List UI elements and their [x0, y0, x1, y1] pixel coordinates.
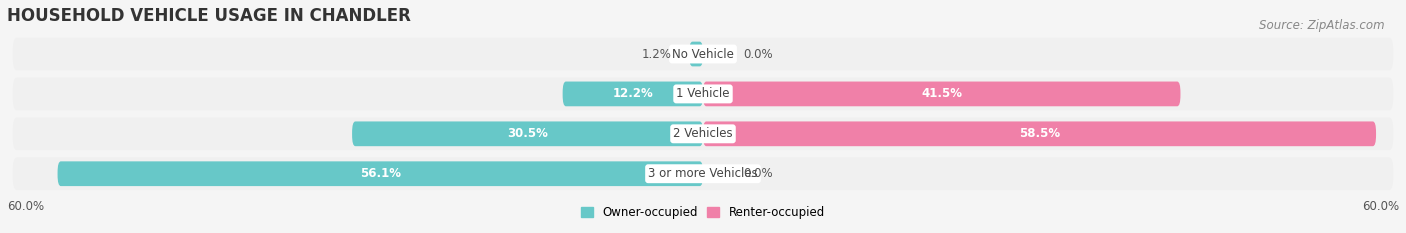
Text: 3 or more Vehicles: 3 or more Vehicles [648, 167, 758, 180]
Text: 1.2%: 1.2% [643, 48, 672, 61]
FancyBboxPatch shape [703, 82, 1181, 106]
Text: 60.0%: 60.0% [7, 200, 44, 213]
Text: 30.5%: 30.5% [508, 127, 548, 140]
FancyBboxPatch shape [13, 157, 1393, 190]
FancyBboxPatch shape [689, 42, 703, 66]
Text: HOUSEHOLD VEHICLE USAGE IN CHANDLER: HOUSEHOLD VEHICLE USAGE IN CHANDLER [7, 7, 411, 25]
Text: 56.1%: 56.1% [360, 167, 401, 180]
Text: 0.0%: 0.0% [744, 48, 773, 61]
Text: 12.2%: 12.2% [613, 87, 654, 100]
Legend: Owner-occupied, Renter-occupied: Owner-occupied, Renter-occupied [576, 202, 830, 224]
FancyBboxPatch shape [562, 82, 703, 106]
Text: 2 Vehicles: 2 Vehicles [673, 127, 733, 140]
Text: 0.0%: 0.0% [744, 167, 773, 180]
FancyBboxPatch shape [13, 38, 1393, 70]
FancyBboxPatch shape [58, 161, 703, 186]
Text: 1 Vehicle: 1 Vehicle [676, 87, 730, 100]
FancyBboxPatch shape [703, 121, 1376, 146]
FancyBboxPatch shape [13, 78, 1393, 110]
Text: No Vehicle: No Vehicle [672, 48, 734, 61]
Text: Source: ZipAtlas.com: Source: ZipAtlas.com [1260, 19, 1385, 32]
Text: 41.5%: 41.5% [921, 87, 962, 100]
Text: 58.5%: 58.5% [1019, 127, 1060, 140]
FancyBboxPatch shape [13, 117, 1393, 150]
FancyBboxPatch shape [352, 121, 703, 146]
Text: 60.0%: 60.0% [1362, 200, 1399, 213]
